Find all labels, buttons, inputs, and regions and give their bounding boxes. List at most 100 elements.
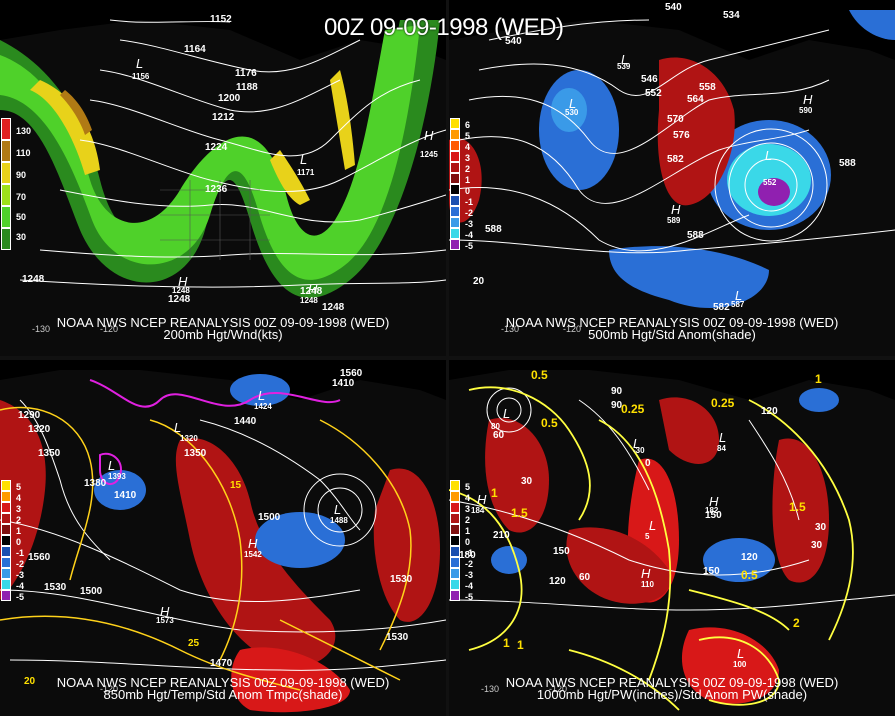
neg-anomaly-west	[539, 70, 619, 190]
colorbar-cell	[450, 239, 460, 250]
cb-label: -2	[465, 559, 474, 569]
low-marker: L	[503, 406, 511, 421]
contour-label: 60	[493, 430, 505, 441]
low-marker: L	[258, 388, 266, 403]
low-marker: L	[136, 56, 144, 71]
contour-label: 1410	[114, 490, 137, 501]
colorbar-cell	[450, 546, 460, 557]
cb-label: -1	[465, 548, 474, 558]
neg-anomaly-north	[230, 374, 290, 406]
colorbar-cell	[450, 118, 460, 129]
low-value: 1156	[132, 72, 150, 81]
pos-anomaly-east	[373, 468, 440, 622]
height-contours	[0, 399, 446, 671]
neg-anomaly-ne	[799, 388, 839, 412]
pos-anomaly-south	[231, 647, 350, 713]
contour-label: 1290	[18, 410, 41, 421]
height-contours	[449, 387, 895, 611]
contour-label: 30	[815, 522, 827, 533]
panel-subcaption: 850mb Hgt/Temp/Std Anom Tmpc(shade)	[103, 687, 343, 702]
contour-label: 120	[549, 576, 566, 587]
low-marker: L	[300, 152, 308, 167]
high-value: 1573	[156, 616, 174, 625]
longitude-label: -130	[501, 324, 520, 334]
colorbar-cell	[450, 129, 460, 140]
low-value: 80	[491, 422, 500, 431]
main-title: 00Z 09-09-1998 (WED)	[324, 14, 564, 41]
contour-label: 1248	[22, 274, 45, 285]
low-marker: L	[621, 52, 629, 67]
high-marker: H	[803, 92, 813, 107]
longitude-label: -130	[481, 684, 500, 694]
contour-label: 1380	[84, 478, 107, 489]
colorbar-850mb	[1, 480, 13, 601]
cb-label: -1	[16, 548, 25, 558]
contour-label: 1248	[322, 302, 345, 313]
contour-label: 588	[839, 158, 856, 169]
contour-label: 1500	[258, 512, 281, 523]
high-value: 589	[667, 216, 681, 225]
contour-label: 576	[673, 130, 690, 141]
pw-label: 0.25	[621, 402, 645, 416]
colorbar-cell	[450, 579, 460, 590]
cb-label: -5	[465, 241, 474, 251]
low-value: 1424	[254, 402, 272, 411]
contour-label: 90	[611, 400, 623, 411]
contour-label: 1200	[218, 93, 241, 104]
contour-label: 150	[553, 546, 570, 557]
high-value: 182	[705, 506, 719, 515]
low-value: 1393	[108, 472, 126, 481]
neg-anomaly-ne	[849, 10, 895, 40]
high-value: 184	[471, 506, 485, 515]
pw-contours	[449, 386, 854, 711]
pw-label: 0.5	[541, 416, 558, 430]
high-marker: H	[424, 128, 434, 143]
colorbar-cell	[1, 184, 11, 206]
cb-label: 2	[465, 515, 471, 525]
colorbar-cell	[450, 557, 460, 568]
jet-core-west	[30, 80, 100, 175]
colorbar-cell	[1, 228, 11, 250]
cb-label: 0	[16, 537, 22, 547]
contour-label: 1350	[184, 448, 207, 459]
cb-label: 0	[465, 186, 471, 196]
low-marker: L	[569, 96, 577, 111]
cb-label: 130	[16, 126, 32, 136]
panel-850mb: 5 4 3 2 1 0 -1 -2 -3 -4 -5 1290 1320 135…	[0, 360, 446, 716]
contour-label: 588	[687, 230, 704, 241]
contour-label: 1500	[80, 586, 103, 597]
cb-label: 3	[465, 153, 471, 163]
contour-label: 20	[473, 276, 485, 287]
colorbar-cell	[450, 206, 460, 217]
contour-label: 1164	[184, 44, 206, 55]
pos-anomaly-pacific	[0, 400, 46, 600]
low-value: 552	[763, 178, 777, 187]
colorbar-cell	[450, 195, 460, 206]
panel-caption: NOAA NWS NCEP REANALYSIS 00Z 09-09-1998 …	[56, 675, 390, 690]
colorbar-500mb	[450, 118, 462, 250]
low-value: 530	[565, 108, 579, 117]
panel-subcaption: 500mb Hgt/Std Anom(shade)	[588, 327, 756, 342]
cb-label: -4	[465, 230, 474, 240]
cb-label: -2	[465, 208, 474, 218]
contour-label: 150	[705, 510, 722, 521]
pw-label: 0.5	[531, 368, 548, 382]
cb-label: -5	[465, 592, 474, 602]
neg-anomaly-west-core	[551, 88, 587, 132]
cb-label: 4	[16, 493, 22, 503]
cb-label: 4	[465, 493, 471, 503]
contour-label: 1530	[386, 632, 409, 643]
pw-label: 1	[815, 372, 822, 386]
contour-label: 1152	[210, 14, 232, 25]
cb-label: 1	[465, 526, 471, 536]
high-marker: H	[160, 604, 170, 619]
contour-label: 1560	[28, 552, 51, 563]
longitude-label: -130	[32, 324, 51, 334]
low-marker: L	[737, 646, 745, 661]
pos-anomaly-plains	[566, 527, 671, 604]
cb-label: -1	[465, 197, 474, 207]
contour-label: 120	[741, 552, 758, 563]
neg-anomaly-south	[609, 246, 769, 309]
contour-label: 1236	[205, 184, 228, 195]
cb-label: 5	[465, 482, 471, 492]
